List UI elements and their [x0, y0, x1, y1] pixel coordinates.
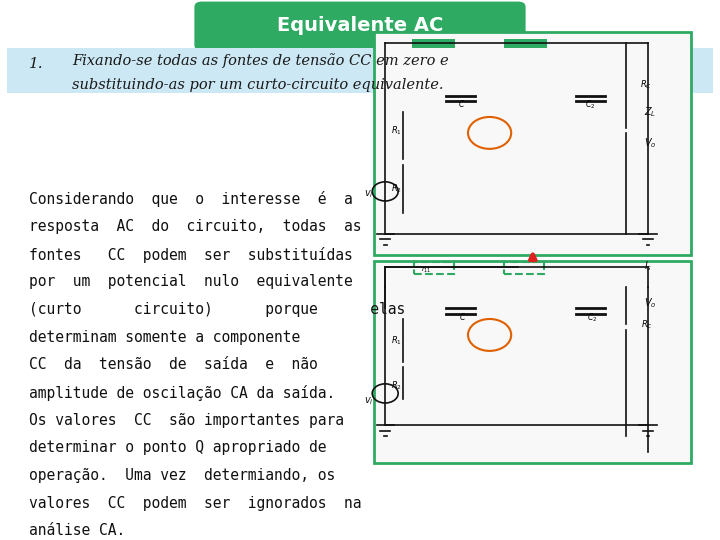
Text: $C$: $C$	[458, 98, 465, 110]
Text: substituindo-as por um curto-circuito equivalente.: substituindo-as por um curto-circuito eq…	[72, 78, 444, 92]
Text: $V_o$: $V_o$	[644, 296, 657, 310]
Text: determinar o ponto Q apropriado de: determinar o ponto Q apropriado de	[29, 440, 326, 455]
Text: $R_2$: $R_2$	[391, 379, 402, 392]
Bar	[504, 39, 547, 48]
Text: por  um  potencial  nulo  equivalente: por um potencial nulo equivalente	[29, 274, 353, 289]
Text: operação.  Uma vez  determiando, os: operação. Uma vez determiando, os	[29, 468, 335, 483]
Text: determinam somente a componente: determinam somente a componente	[29, 329, 300, 345]
Text: análise CA.: análise CA.	[29, 523, 125, 538]
Text: Considerando  que  o  interesse  é  a: Considerando que o interesse é a	[29, 191, 353, 207]
Text: $C_2$: $C_2$	[587, 311, 597, 323]
Text: (curto      circuito)      porque      elas: (curto circuito) porque elas	[29, 302, 405, 317]
Text: $C$: $C$	[459, 311, 467, 322]
Text: $R_C$: $R_C$	[641, 318, 653, 330]
Text: $Z_L$: $Z_L$	[644, 105, 657, 119]
Text: $R_2$: $R_2$	[391, 183, 402, 195]
FancyBboxPatch shape	[374, 32, 691, 255]
Text: $r_{11}$: $r_{11}$	[421, 265, 431, 275]
Text: $R_1$: $R_1$	[391, 334, 402, 347]
Text: $R_C$: $R_C$	[640, 79, 652, 91]
Text: $v_i$: $v_i$	[364, 395, 374, 407]
Bar	[504, 262, 544, 274]
Text: $v_i$: $v_i$	[364, 188, 374, 200]
Text: $I_s$: $I_s$	[644, 259, 652, 273]
Text: $C_2$: $C_2$	[585, 98, 595, 111]
Text: resposta  AC  do  circuito,  todas  as: resposta AC do circuito, todas as	[29, 219, 361, 234]
FancyBboxPatch shape	[194, 2, 526, 51]
Text: 1.: 1.	[29, 57, 43, 71]
Text: $R_1$: $R_1$	[391, 124, 402, 137]
Text: Equivalente AC: Equivalente AC	[276, 16, 444, 35]
Text: Os valores  CC  são importantes para: Os valores CC são importantes para	[29, 413, 344, 428]
FancyBboxPatch shape	[7, 48, 713, 93]
Bar	[412, 39, 455, 48]
Text: CC  da  tensão  de  saída  e  não: CC da tensão de saída e não	[29, 357, 318, 372]
Text: fontes   CC  podem  ser  substituídas: fontes CC podem ser substituídas	[29, 247, 353, 262]
FancyBboxPatch shape	[374, 260, 691, 463]
Text: Fixando-se todas as fontes de tensão CC em zero e: Fixando-se todas as fontes de tensão CC …	[72, 53, 449, 68]
Bar	[414, 262, 454, 274]
Text: amplitude de oscilação CA da saída.: amplitude de oscilação CA da saída.	[29, 385, 335, 401]
Text: valores  CC  podem  ser  ignorados  na: valores CC podem ser ignorados na	[29, 496, 361, 510]
Text: $V_o$: $V_o$	[644, 137, 657, 151]
